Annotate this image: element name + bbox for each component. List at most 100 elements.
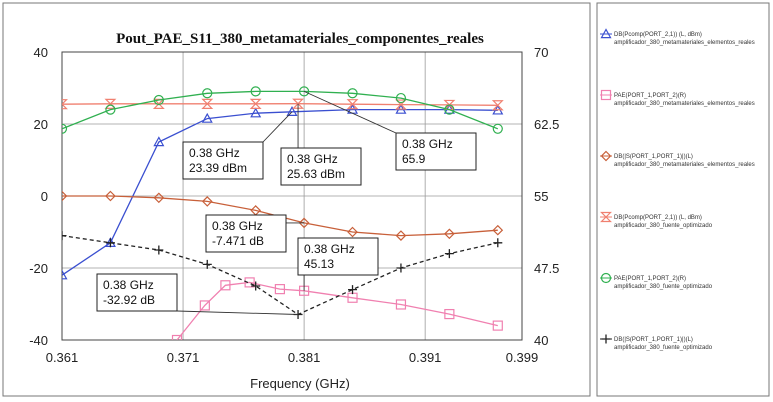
data-point [492,123,503,134]
legend-label: PAE(PORT_1,PORT_2)(R) [614,93,686,99]
legend-entry-3: DB(|S(PORT_1,PORT_1)|)(L) amplificador_38… [600,150,755,168]
callout-text: 0.38 GHz [304,242,355,256]
grid [61,51,523,341]
data-point [492,224,504,236]
data-point [444,104,455,115]
x-axis-label: Frequency (GHz) [250,376,350,391]
data-point [347,226,358,238]
data-point [250,86,261,97]
data-point [299,86,310,97]
legend-sublabel: amplificador_380_metamateriales_elemento… [614,162,755,168]
data-point [105,190,116,202]
data-point [444,249,454,259]
series-line [62,103,498,106]
data-point [492,320,503,331]
x-tick-label: 0.371 [167,350,200,365]
legend-swatch-marker [600,89,612,101]
callout-text: 23.39 dBm [189,161,247,175]
series-line [62,90,499,130]
callout-box [96,273,178,312]
x-tick-label: 0.391 [409,350,442,365]
chart-frame [2,2,591,397]
callout-box [280,147,362,186]
data-point [491,100,504,111]
data-point [171,334,183,340]
callout-leader [262,111,293,143]
data-point [249,98,262,109]
callout-box [395,132,477,171]
callout-text: 25.63 dBm [287,167,345,181]
data-point [347,88,358,99]
y-right-tick-label: 47.5 [534,261,559,276]
legend-entry-4: DB(Pcomp(PORT_2,1)) (L, dBm) amplificador… [600,211,713,229]
data-point [251,281,261,291]
axis-layer: 0.361 0.371 0.381 0.391 0.399 40 20 0 -20 -40 70 62… [29,45,559,365]
data-point [153,136,165,147]
callout-text: 0.38 GHz [189,146,240,160]
callout-6: 0.38 GHz-32.92 dB [96,273,299,315]
data-point [274,284,285,295]
y-right-tick-label: 55 [534,189,548,204]
data-point [348,285,358,295]
callout-text: 65.9 [402,152,426,166]
data-point [201,98,214,109]
series-line [62,108,498,276]
data-point [62,123,68,134]
data-point [153,192,165,204]
legend-label: DB(Pcomp(PORT_2,1)) (L, dBm) [614,32,702,38]
y-right-tick-label: 40 [534,333,548,348]
data-point [292,98,305,109]
data-point [62,99,68,110]
data-point [153,94,164,106]
legend-sublabel: amplificador_380_fuente_optimizado [614,223,713,229]
legend-entry-1: DB(Pcomp(PORT_2,1)) (L, dBm) amplificador… [600,28,755,46]
data-point [493,238,503,248]
data-point [395,230,407,241]
data-point [105,104,116,115]
data-point [444,228,455,240]
legend-sublabel: amplificador_380_metamateriales_elemento… [614,101,755,107]
callout-text: -7.471 dB [212,234,264,248]
legend-swatch-marker [600,150,612,162]
series-layer [62,86,504,340]
data-point [201,196,213,207]
callout-text: -32.92 dB [103,293,155,307]
callout-leader [303,90,397,134]
data-point [62,190,68,202]
data-point [62,231,67,241]
callout-box [205,214,287,253]
y-left-tick-label: 20 [34,117,48,132]
callout-text: 0.38 GHz [402,137,453,151]
data-point [394,99,407,110]
series-line [62,234,498,316]
data-point [395,299,407,310]
data-point [395,92,407,104]
series-line [176,281,498,340]
data-point [286,106,298,116]
legend-entry-6: DB(|S(PORT_1,PORT_1)|)(L) amplificador_38… [600,334,713,351]
legend-label: DB(Pcomp(PORT_2,1)) (L, dBm) [614,215,702,221]
data-point [201,112,213,123]
series-6 [62,231,503,320]
data-point [444,308,455,320]
data-point [105,238,115,248]
callout-text: 45.13 [304,257,334,271]
callout-4: 0.38 GHz-7.471 dB [205,214,305,253]
legend-sublabel: amplificador_380_metamateriales_elemento… [614,40,755,46]
data-point [202,88,213,99]
legend-entry-2: PAE(PORT_1,PORT_2)(R) amplificador_380_me… [600,89,755,107]
data-point [202,259,212,269]
callout-text: 0.38 GHz [103,278,154,292]
legend-sublabel: amplificador_380_fuente_optimizado [614,284,713,290]
legend-entry-5: PAE(PORT_1,PORT_2)(R) amplificador_380_fu… [600,272,713,290]
y-right-tick-label: 62.5 [534,117,559,132]
series-5 [62,86,503,134]
legend-label: DB(|S(PORT_1,PORT_1)|)(L) [614,337,693,343]
callout-leader [176,310,299,315]
data-point [220,280,231,291]
legend-swatch-marker [601,334,611,344]
legend-swatch-marker [600,211,612,223]
